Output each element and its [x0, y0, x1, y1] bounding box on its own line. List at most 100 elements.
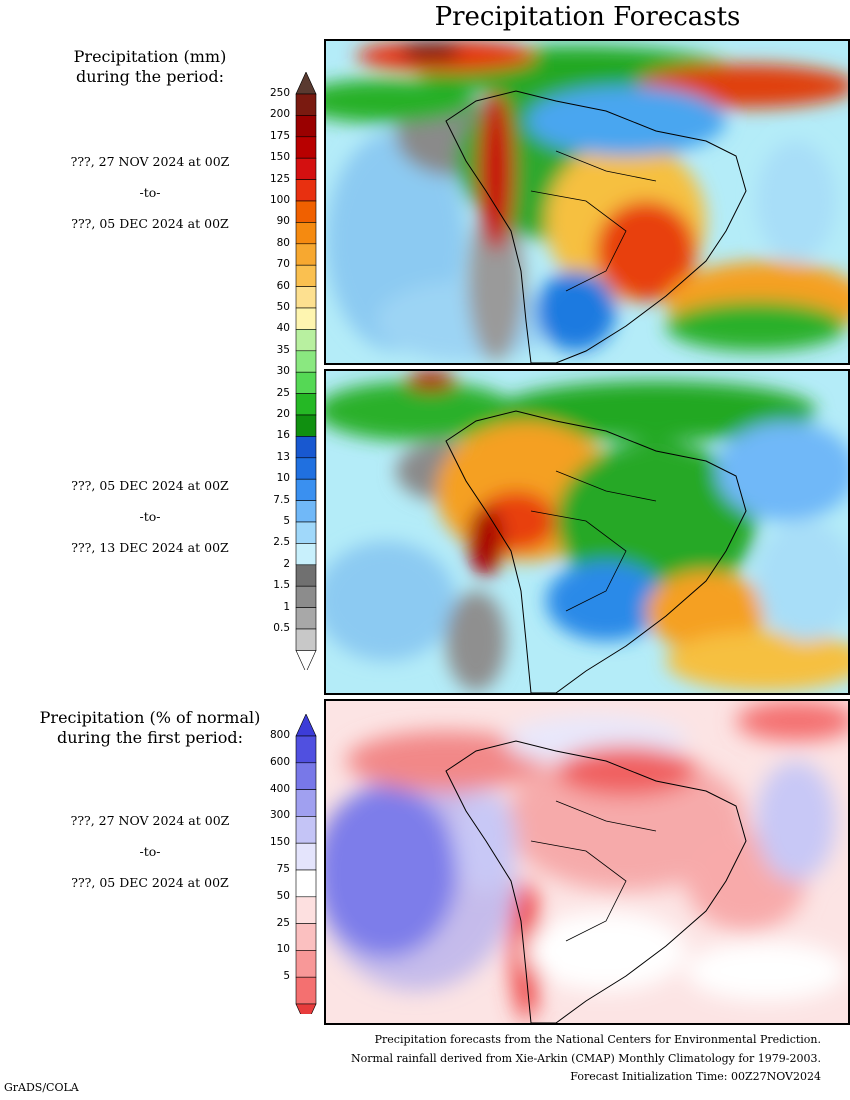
pct-legend-heading: Precipitation (% of normal) during the f…: [39, 708, 261, 747]
mm-colorbar-swatch: [295, 521, 317, 544]
page-title: Precipitation Forecasts: [434, 2, 741, 32]
mm-colorbar: [295, 72, 317, 670]
precip-map-1: [326, 41, 848, 363]
mm-colorbar-swatch: [295, 329, 317, 352]
forecast-map-period-1: [324, 39, 850, 365]
mm-colorbar-swatch: [295, 457, 317, 480]
pct-colorbar-tick-label: 300: [269, 809, 290, 822]
mm-colorbar-tick-label: 250: [269, 87, 290, 99]
pct-map: [326, 701, 848, 1023]
mm-colorbar-bottom-arrow: [295, 650, 317, 670]
mm-colorbar-swatch: [295, 585, 317, 608]
pct-colorbar-tick-label: 25: [276, 916, 290, 929]
mm-colorbar-tick-label: 50: [276, 301, 290, 313]
mm-colorbar-tick-label: 80: [276, 236, 290, 249]
mm-colorbar-tick-label: 20: [276, 408, 290, 420]
pct-colorbar-tick-label: 150: [269, 836, 290, 849]
footer-line-2: Normal rainfall derived from Xie-Arkin (…: [351, 1051, 821, 1065]
pct-colorbar-tick-label: 75: [276, 863, 290, 875]
period-3-to: -to-: [139, 844, 161, 859]
pct-colorbar-tick-label: 50: [276, 889, 290, 902]
mm-colorbar-swatch: [295, 200, 317, 223]
period-3-start: ???, 27 NOV 2024 at 00Z: [70, 813, 230, 828]
mm-colorbar-swatch: [295, 222, 317, 245]
mm-colorbar-tick-label: 35: [276, 343, 290, 356]
mm-colorbar-swatch: [295, 393, 317, 416]
pct-colorbar-swatch: [295, 789, 317, 817]
period-1-end: ???, 05 DEC 2024 at 00Z: [71, 216, 229, 231]
pct-colorbar-top-arrow: [295, 714, 317, 737]
mm-colorbar-swatch: [295, 350, 317, 373]
mm-colorbar-swatch: [295, 243, 317, 266]
mm-colorbar-tick-label: 1.5: [273, 579, 290, 592]
period-2-label: ???, 05 DEC 2024 at 00Z -to- ???, 13 DEC…: [0, 470, 300, 563]
pct-colorbar-swatch: [295, 869, 317, 898]
pct-colorbar-tick-label: 800: [269, 729, 290, 741]
period-1-to: -to-: [139, 185, 161, 200]
mm-colorbar-swatch: [295, 414, 317, 437]
footer-line-1: Precipitation forecasts from the Nationa…: [374, 1033, 821, 1046]
mm-colorbar-swatch: [295, 136, 317, 159]
mm-colorbar-swatch: [295, 478, 317, 501]
footer-notes: Precipitation forecasts from the Nationa…: [351, 1031, 821, 1087]
mm-colorbar-tick-label: 2.5: [273, 536, 290, 549]
pct-colorbar-swatch: [295, 842, 317, 871]
pct-colorbar: [295, 714, 317, 1014]
mm-colorbar-tick-label: 1: [283, 600, 290, 613]
mm-colorbar-tick-label: 0.5: [273, 622, 290, 634]
pct-colorbar-bottom-arrow: [295, 1003, 317, 1014]
mm-colorbar-swatch: [295, 286, 317, 309]
mm-colorbar-tick-label: 16: [276, 429, 290, 442]
period-2-start: ???, 05 DEC 2024 at 00Z: [71, 478, 229, 493]
forecast-map-period-2: [324, 369, 850, 695]
pct-colorbar-swatch: [295, 816, 317, 844]
mm-colorbar-swatch: [295, 307, 317, 330]
mm-colorbar-tick-label: 5: [283, 515, 290, 527]
mm-colorbar-swatch: [295, 115, 317, 138]
grads-credit: GrADS/COLA: [4, 1081, 79, 1094]
pct-colorbar-tick-label: 5: [283, 970, 290, 983]
mm-colorbar-top-arrow: [295, 72, 317, 95]
period-2-to: -to-: [139, 509, 161, 524]
mm-colorbar-tick-label: 25: [276, 386, 290, 399]
mm-colorbar-swatch: [295, 371, 317, 394]
mm-colorbar-tick-label: 100: [269, 194, 290, 206]
percent-normal-map: [324, 699, 850, 1025]
mm-colorbar-tick-label: 175: [269, 129, 290, 142]
mm-colorbar-swatch: [295, 157, 317, 180]
pct-colorbar-swatch: [295, 976, 317, 1005]
period-3-end: ???, 05 DEC 2024 at 00Z: [71, 875, 229, 890]
mm-colorbar-swatch: [295, 436, 317, 459]
footer-line-3: Forecast Initialization Time: 00Z27NOV20…: [570, 1070, 821, 1083]
mm-colorbar-tick-label: 7.5: [273, 493, 290, 506]
mm-colorbar-tick-label: 150: [269, 151, 290, 164]
mm-colorbar-swatch: [295, 564, 317, 587]
mm-colorbar-tick-label: 2: [283, 557, 290, 570]
mm-colorbar-swatch: [295, 607, 317, 630]
pct-colorbar-tick-label: 400: [269, 782, 290, 795]
mm-colorbar-swatch: [295, 264, 317, 287]
mm-colorbar-tick-label: 10: [276, 472, 290, 485]
pct-colorbar-swatch: [295, 896, 317, 924]
mm-colorbar-swatch: [295, 543, 317, 566]
mm-colorbar-tick-label: 30: [276, 365, 290, 378]
mm-colorbar-tick-label: 125: [269, 172, 290, 185]
mm-colorbar-tick-label: 13: [276, 450, 290, 463]
mm-colorbar-tick-label: 200: [269, 108, 290, 121]
mm-legend-heading: Precipitation (mm) during the period:: [73, 47, 227, 86]
precip-map-2: [326, 371, 848, 693]
mm-colorbar-tick-label: 90: [276, 215, 290, 228]
period-1-label: ???, 27 NOV 2024 at 00Z -to- ???, 05 DEC…: [0, 146, 300, 239]
pct-colorbar-tick-label: 10: [276, 943, 290, 956]
mm-colorbar-swatch: [295, 179, 317, 202]
pct-colorbar-swatch: [295, 762, 317, 790]
period-3-label: ???, 27 NOV 2024 at 00Z -to- ???, 05 DEC…: [0, 805, 300, 898]
mm-colorbar-tick-label: 40: [276, 322, 290, 335]
period-2-end: ???, 13 DEC 2024 at 00Z: [71, 540, 229, 555]
period-1-start: ???, 27 NOV 2024 at 00Z: [70, 154, 230, 169]
pct-colorbar-swatch: [295, 950, 317, 978]
pct-colorbar-swatch: [295, 735, 317, 764]
mm-colorbar-tick-label: 70: [276, 258, 290, 271]
mm-colorbar-swatch: [295, 628, 317, 651]
mm-colorbar-tick-label: 60: [276, 279, 290, 292]
